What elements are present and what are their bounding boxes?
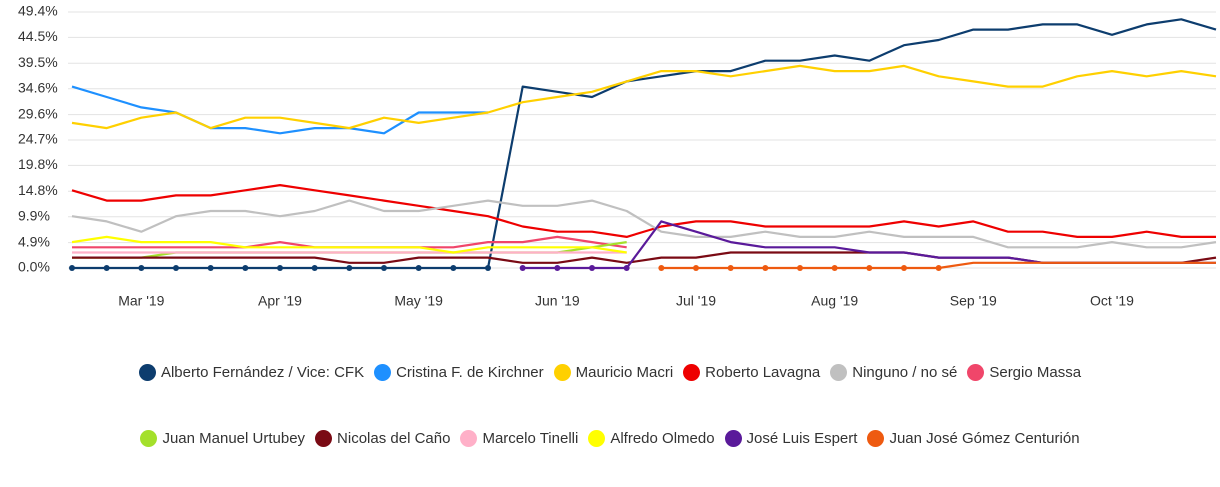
legend-item[interactable]: Mauricio Macri	[553, 363, 674, 381]
legend-swatch	[140, 429, 158, 447]
x-tick-label: Jun '19	[535, 293, 580, 309]
y-tick-label: 14.8%	[18, 182, 58, 198]
legend: Alberto Fernández / Vice: CFK Cristina F.…	[0, 355, 1220, 487]
legend-item[interactable]: Sergio Massa	[967, 363, 1082, 381]
x-tick-label: Aug '19	[811, 293, 858, 309]
legend-swatch	[967, 363, 985, 381]
legend-label: Nicolas del Caño	[337, 429, 451, 447]
series-line	[71, 235, 627, 254]
zero-point	[311, 265, 318, 271]
legend-label: José Luis Espert	[746, 429, 858, 447]
zero-point	[381, 265, 387, 271]
zero-point	[415, 265, 422, 271]
zero-point	[138, 265, 145, 271]
series-line	[71, 64, 1217, 130]
series-line	[71, 199, 1217, 249]
y-tick-label: 9.9%	[18, 207, 50, 223]
legend-swatch	[830, 363, 848, 381]
legend-item[interactable]: Marcelo Tinelli	[460, 429, 579, 447]
legend-label: Alberto Fernández / Vice: CFK	[160, 363, 365, 381]
series-line	[522, 220, 1216, 270]
zero-point	[727, 265, 734, 271]
x-tick-label: Sep '19	[950, 293, 997, 309]
x-tick-label: Apr '19	[258, 293, 302, 309]
zero-point	[831, 265, 838, 271]
legend-label: Marcelo Tinelli	[482, 429, 579, 447]
zero-point	[103, 265, 110, 271]
zero-point	[450, 265, 457, 271]
legend-label: Sergio Massa	[989, 363, 1082, 381]
legend-row: Alberto Fernández / Vice: CFK Cristina F.…	[0, 355, 1220, 389]
series-line	[71, 85, 488, 135]
zero-point	[346, 265, 353, 271]
x-tick-label: May '19	[394, 293, 443, 309]
y-tick-label: 34.6%	[18, 79, 58, 95]
series-line	[71, 184, 1216, 238]
zero-point	[623, 265, 630, 271]
legend-swatch	[138, 363, 156, 381]
zero-point	[277, 265, 283, 271]
zero-point	[866, 265, 873, 271]
legend-label: Mauricio Macri	[575, 363, 674, 381]
y-tick-label: 4.9%	[18, 233, 50, 249]
legend-swatch	[315, 429, 333, 447]
series-line	[72, 18, 1217, 270]
legend-row: Juan Manuel Urtubey Nicolas del Caño Marce…	[0, 421, 1220, 455]
legend-item[interactable]: Roberto Lavagna	[683, 363, 821, 381]
legend-label: Juan José Gómez Centurión	[889, 429, 1080, 447]
legend-label: Ninguno / no sé	[852, 363, 958, 381]
series-line	[72, 251, 1217, 264]
zero-point	[554, 265, 561, 271]
y-tick-label: 19.8%	[18, 156, 58, 172]
legend-item[interactable]: Cristina F. de Kirchner	[374, 363, 544, 381]
y-tick-label: 39.5%	[18, 54, 58, 70]
x-tick-label: Jul '19	[676, 293, 716, 309]
legend-item[interactable]: José Luis Espert	[724, 429, 858, 447]
y-tick-label: 49.4%	[18, 3, 58, 19]
legend-swatch	[724, 429, 742, 447]
zero-point	[69, 265, 75, 271]
legend-swatch	[460, 429, 478, 447]
legend-swatch	[374, 363, 392, 381]
legend-swatch	[553, 363, 571, 381]
legend-item[interactable]: Juan José Gómez Centurión	[867, 429, 1080, 447]
zero-point	[693, 265, 699, 271]
zero-point	[797, 265, 803, 271]
zero-point	[207, 265, 214, 271]
page: {"chart_data": {"type": "line", "categor…	[18, 2, 1217, 447]
legend-item[interactable]: Juan Manuel Urtubey	[140, 429, 306, 447]
y-tick-label: 24.7%	[18, 131, 58, 147]
x-tick-label: Oct '19	[1090, 293, 1134, 309]
x-tick-label: Mar '19	[118, 293, 164, 309]
legend-swatch	[867, 429, 885, 447]
y-tick-label: 29.6%	[18, 105, 58, 121]
legend-label: Cristina F. de Kirchner	[396, 363, 544, 381]
zero-point	[935, 265, 942, 271]
legend-item[interactable]: Alfredo Olmedo	[588, 429, 715, 447]
legend-item[interactable]: Alberto Fernández / Vice: CFK	[138, 363, 365, 381]
legend-item[interactable]: Ninguno / no sé	[830, 363, 958, 381]
legend-label: Juan Manuel Urtubey	[162, 429, 306, 447]
zero-point	[519, 265, 526, 271]
legend-label: Alfredo Olmedo	[610, 429, 715, 447]
zero-point	[485, 265, 491, 271]
zero-point	[173, 265, 179, 271]
zero-point	[762, 265, 769, 271]
legend-swatch	[588, 429, 606, 447]
legend-item[interactable]: Nicolas del Caño	[315, 429, 451, 447]
legend-swatch	[683, 363, 701, 381]
zero-point	[242, 265, 249, 271]
zero-point	[901, 265, 907, 271]
legend-label: Roberto Lavagna	[705, 363, 821, 381]
y-tick-label: 0.0%	[18, 259, 50, 275]
series-line	[72, 241, 627, 259]
zero-point	[589, 265, 595, 271]
zero-point	[658, 265, 665, 271]
chart: 0.0% 4.9% 9.9% 14.8% 19.8% 24.7% 29.6% 34.6% 39.…	[18, 3, 1217, 309]
y-tick-label: 44.5%	[18, 28, 58, 44]
